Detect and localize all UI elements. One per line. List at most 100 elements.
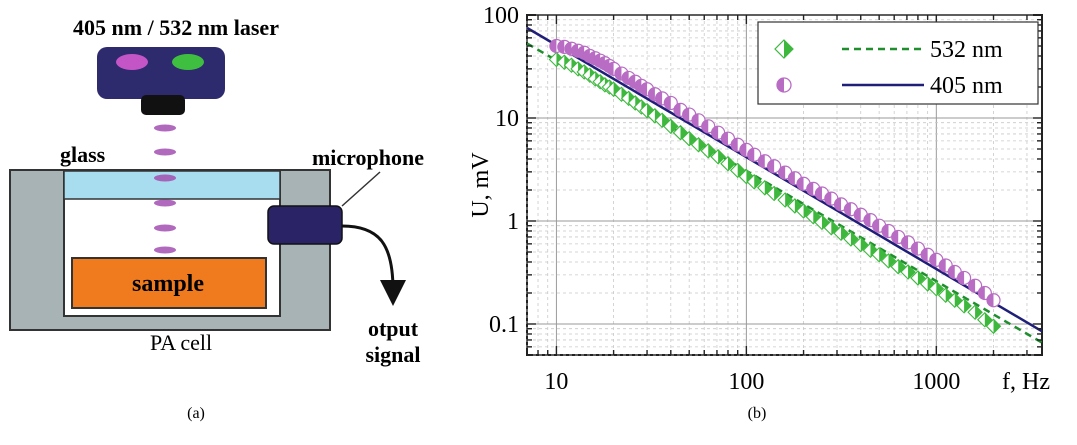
axis-ticks: [526, 14, 1042, 356]
x-tick-label: 1000: [912, 369, 960, 395]
point-fill: [854, 208, 861, 222]
point-532nm: [880, 253, 897, 269]
sample-block: [71, 257, 267, 309]
point-fill: [692, 113, 699, 127]
point-fill: [879, 247, 887, 262]
point-fill: [911, 242, 918, 256]
point-fill: [640, 82, 648, 96]
point-fill: [607, 62, 614, 76]
point-405nm: [910, 241, 926, 256]
point-fill: [803, 204, 811, 219]
glass-window: [63, 170, 281, 200]
point-fill: [841, 226, 849, 241]
point-fill: [881, 224, 889, 238]
laser-spot-405: [116, 54, 148, 70]
point-532nm: [946, 292, 963, 309]
point-405nm: [701, 119, 716, 134]
microphone: [267, 205, 343, 245]
y-tick-labels: 100 10 1 0.1: [483, 3, 519, 338]
point-532nm: [890, 258, 906, 275]
point-532nm: [729, 162, 746, 179]
point-fill: [785, 192, 793, 207]
point-532nm: [967, 304, 983, 321]
point-fill: [746, 169, 754, 184]
point-fill: [764, 180, 772, 195]
point-532nm: [985, 318, 1002, 335]
point-fill: [815, 186, 822, 200]
point-fill: [721, 132, 728, 146]
point-fill: [788, 171, 795, 185]
point-405nm: [663, 95, 678, 111]
point-fill: [767, 159, 775, 173]
point-fill: [754, 174, 762, 189]
point-fill: [898, 259, 906, 274]
point-532nm: [823, 219, 840, 236]
laser-label: 405 nm / 532 nm laser: [73, 15, 279, 40]
point-532nm: [690, 136, 707, 153]
point-fill: [727, 156, 735, 171]
point-532nm: [871, 246, 887, 263]
point-532nm: [852, 236, 869, 253]
point-532nm: [700, 143, 717, 159]
point-fill: [758, 154, 765, 168]
point-fill: [664, 96, 671, 110]
point-fill: [797, 177, 804, 191]
point-fill: [921, 248, 928, 262]
point-405nm: [767, 159, 782, 174]
point-532nm: [757, 180, 773, 196]
point-fill: [614, 67, 622, 81]
point-fill: [647, 103, 655, 118]
y-tick-label: 10: [495, 106, 519, 132]
point-fill: [689, 131, 697, 146]
point-fill: [936, 281, 944, 296]
point-fill: [680, 125, 688, 140]
laser-beam: [154, 124, 176, 254]
point-fill: [863, 213, 871, 227]
microphone-label: microphone: [312, 145, 424, 170]
point-fill: [564, 42, 572, 56]
point-fill: [957, 271, 965, 285]
point-fill: [844, 202, 851, 216]
point-532nm: [777, 192, 793, 208]
microphone-pointer: [341, 171, 381, 207]
point-fill: [628, 75, 636, 89]
arrow-down-icon: [380, 280, 406, 306]
point-fill: [571, 44, 579, 58]
point-fill: [747, 148, 755, 162]
point-fill: [662, 113, 670, 128]
point-fill: [731, 138, 738, 152]
sample-label: sample: [132, 271, 204, 297]
point-fill: [891, 230, 899, 244]
chart-panel: 10 100 1000 100 10 1 0.1 f, Hz U, mV 532 nm 4…: [462, 0, 1077, 440]
legend-label-532: 532 nm: [930, 37, 1003, 63]
point-fill: [888, 253, 896, 268]
point-fill: [872, 219, 880, 233]
x-axis-unit-label: f, Hz: [1002, 369, 1050, 395]
glass-label: glass: [60, 142, 106, 167]
legend: 532 nm 405 nm: [757, 21, 1039, 105]
x-tick-labels: 10 100 1000: [544, 369, 960, 395]
point-fill: [908, 264, 916, 279]
y-tick-label: 100: [483, 3, 519, 29]
point-fill: [737, 163, 745, 178]
point-405nm: [747, 147, 762, 162]
point-fill: [708, 143, 716, 158]
point-fill: [929, 253, 937, 267]
point-fill: [622, 71, 629, 85]
output-label-line2: signal: [365, 342, 420, 367]
point-532nm: [663, 118, 679, 135]
loglog-chart: 10 100 1000 100 10 1 0.1 f, Hz U, mV 532 nm 4…: [468, 3, 1050, 422]
point-fill: [634, 79, 642, 93]
point-532nm: [843, 231, 859, 247]
point-532nm: [746, 174, 763, 190]
pa-cell-label: PA cell: [150, 330, 212, 355]
laser-tip: [141, 95, 185, 115]
point-405nm: [606, 61, 621, 76]
point-fill: [806, 182, 814, 196]
point-405nm: [711, 125, 726, 140]
point-fill: [984, 312, 992, 327]
legend-box: [757, 21, 1039, 105]
point-fill: [682, 108, 690, 122]
laser-spot-532: [172, 54, 204, 70]
point-fill: [711, 126, 719, 140]
